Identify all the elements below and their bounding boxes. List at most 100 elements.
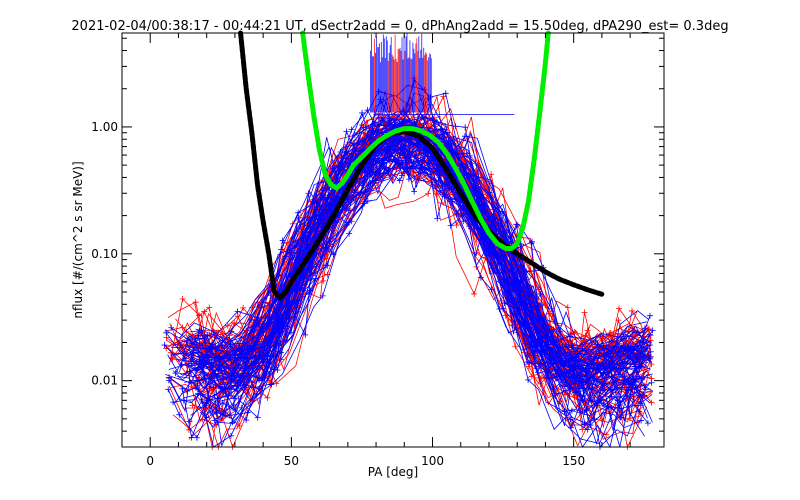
observation-point [590, 366, 597, 373]
observation-point [294, 239, 301, 246]
observation-point [546, 310, 553, 317]
observation-point [206, 304, 213, 311]
observation-point [442, 90, 449, 97]
observation-point [625, 377, 632, 384]
observation-point [593, 362, 600, 369]
observation-trace [169, 116, 646, 425]
observation-point [346, 230, 353, 237]
observation-point [547, 337, 554, 344]
black-dashed-fit [238, 30, 605, 302]
observation-point [375, 114, 382, 121]
observation-point [370, 161, 377, 168]
observation-point [388, 142, 395, 149]
observation-point [590, 355, 597, 362]
observation-point [240, 382, 247, 389]
observation-point [319, 192, 326, 199]
observation-point [452, 123, 459, 130]
observation-point [477, 274, 484, 281]
observation-point [568, 342, 575, 349]
observation-point [179, 296, 186, 303]
observation-point [221, 353, 228, 360]
observation-point [179, 385, 186, 392]
observation-point [630, 328, 637, 335]
observation-point [543, 346, 550, 353]
observation-point [275, 340, 282, 347]
observation-point [213, 353, 220, 360]
observation-point [343, 149, 350, 156]
observation-trace [174, 111, 647, 429]
observation-point [348, 126, 355, 133]
observation-point [437, 187, 444, 194]
observation-point [512, 343, 519, 350]
observation-point [406, 117, 413, 124]
observation-point [185, 360, 192, 367]
observation-point [168, 324, 175, 331]
observation-point [558, 383, 565, 390]
observation-point [287, 249, 294, 256]
observation-point [230, 401, 237, 408]
observation-point [192, 384, 199, 391]
observation-point [248, 317, 255, 324]
observation-trace [199, 109, 645, 437]
observation-point [261, 375, 268, 382]
observation-point [357, 190, 364, 197]
observation-point [452, 150, 459, 157]
observation-point [385, 156, 392, 163]
observation-lines [161, 33, 656, 450]
observation-point [234, 308, 241, 315]
observation-point [500, 276, 507, 283]
observation-point [411, 188, 418, 195]
observation-point [566, 382, 573, 389]
observation-point [581, 309, 588, 316]
observation-point [186, 368, 193, 375]
observation-point [254, 338, 261, 345]
observation-point [210, 328, 217, 335]
observation-point [364, 107, 371, 114]
observation-point [324, 262, 331, 269]
observation-point [496, 306, 503, 313]
observation-point [537, 360, 544, 367]
observation-point [606, 330, 613, 337]
observation-point [227, 432, 234, 439]
observation-point [188, 434, 195, 441]
observation-point [199, 416, 206, 423]
observation-point [396, 177, 403, 184]
observation-trace [188, 109, 648, 384]
observation-point [302, 331, 309, 338]
observation-point [262, 371, 269, 378]
observation-point [471, 290, 478, 297]
observation-point [523, 268, 530, 275]
observation-point [201, 335, 208, 342]
observation-point [461, 133, 468, 140]
observation-point [268, 380, 275, 387]
observation-point [275, 301, 282, 308]
observation-point [170, 399, 177, 406]
observation-point [528, 306, 535, 313]
observation-point [447, 222, 454, 229]
y-tick-label: 1.00 [91, 120, 118, 134]
observation-point [243, 417, 250, 424]
observation-point [440, 93, 447, 100]
observation-point [288, 299, 295, 306]
observation-point [534, 369, 541, 376]
observation-point [434, 181, 441, 188]
observation-point [427, 94, 434, 101]
observation-point [195, 332, 202, 339]
model-fit-lines [238, 30, 605, 302]
observation-point [222, 412, 229, 419]
observation-point [522, 340, 529, 347]
observation-point [386, 157, 393, 164]
observation-point [368, 156, 375, 163]
observation-point [165, 377, 172, 384]
observation-point [641, 325, 648, 332]
observation-point [350, 140, 357, 147]
plot-frame [121, 32, 665, 448]
observation-point [295, 283, 302, 290]
observation-point [646, 331, 653, 338]
observation-point [636, 408, 643, 415]
observation-point [648, 361, 655, 368]
observation-point [387, 152, 394, 159]
observation-point [265, 320, 272, 327]
observation-point [366, 168, 373, 175]
observation-point [647, 332, 654, 339]
